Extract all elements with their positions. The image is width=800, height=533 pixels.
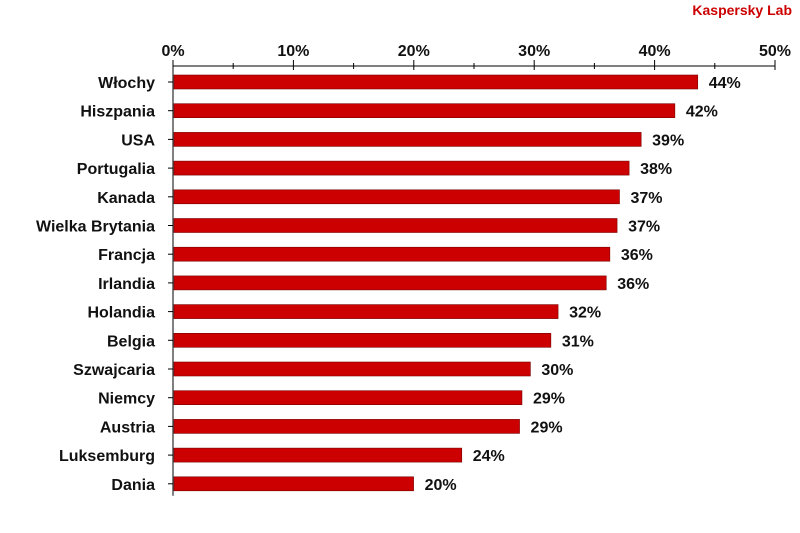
category-label: Niemcy [98,391,155,408]
category-label: Holandia [87,305,155,322]
category-label: Belgia [107,333,155,350]
category-label: USA [121,132,155,149]
category-label: Francja [98,247,155,264]
category-label: Szwajcaria [73,362,155,379]
data-label: 31% [562,333,594,350]
bar [173,74,699,90]
category-label: Hiszpania [80,104,155,121]
data-label: 44% [709,75,741,92]
x-tick-label: 30% [518,43,550,60]
category-label: Włochy [98,75,155,92]
bar [173,132,642,147]
bar [173,304,559,319]
bar [173,447,463,463]
data-label: 24% [473,448,505,465]
x-tick-label: 10% [277,43,309,60]
x-tick-label: 40% [639,43,671,60]
data-label: 29% [533,391,565,408]
data-label: 39% [652,132,684,149]
category-label: Kanada [97,190,155,207]
category-label: Austria [100,419,155,436]
bar [173,419,520,434]
data-label: 30% [541,362,573,379]
x-tick-label: 0% [161,43,184,60]
data-label: 37% [628,219,660,236]
x-tick-label: 20% [398,43,430,60]
data-label: 38% [640,161,672,178]
category-label: Dania [111,477,155,494]
data-label: 36% [621,247,653,264]
bar [173,246,611,262]
bar [173,332,552,348]
category-label: Portugalia [77,161,155,178]
bar [173,189,620,205]
data-label: 42% [686,104,718,121]
x-tick-label: 50% [759,43,791,60]
bar [173,103,676,118]
bar [173,218,618,233]
brand-logo-text: Kaspersky Lab [692,2,792,18]
data-label: 32% [569,305,601,322]
bar [173,160,630,176]
data-label: 36% [617,276,649,293]
bar [173,390,523,406]
category-label: Irlandia [98,276,155,293]
bar [173,275,607,291]
data-label: 20% [425,477,457,494]
category-label: Luksemburg [59,448,155,465]
category-label: Wielka Brytania [36,219,155,236]
data-label: 29% [531,419,563,436]
bar [173,476,414,492]
data-label: 37% [630,190,662,207]
bar [173,361,531,377]
